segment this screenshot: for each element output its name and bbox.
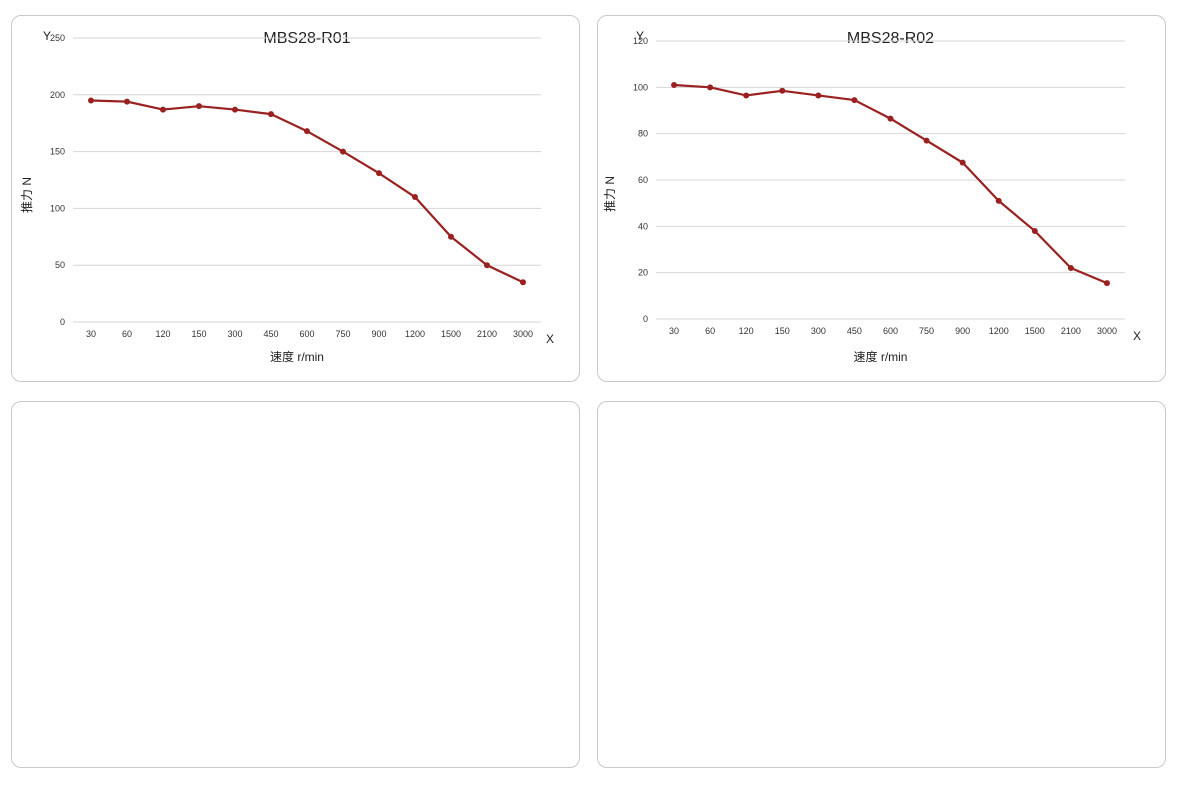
x-tick-label: 1500 — [1025, 326, 1045, 336]
data-point — [1031, 227, 1038, 234]
y-axis-letter: Y — [636, 29, 644, 43]
y-tick-label: 60 — [638, 175, 648, 185]
chart-panel-r01: MBS28-R01 0 50 100 150 200 250 30 60 120 150 300 450… — [11, 15, 580, 382]
data-point — [815, 92, 822, 99]
data-point — [923, 137, 930, 144]
data-point — [124, 98, 130, 105]
x-tick-label: 750 — [919, 326, 934, 336]
x-tick-label: 60 — [122, 329, 132, 339]
chart-panel-r04: MBS28-R040510152025303540306012015030045… — [11, 401, 580, 768]
x-tick-label: 900 — [371, 329, 386, 339]
data-point — [448, 233, 454, 240]
x-tick-label: 150 — [191, 329, 206, 339]
data-point — [671, 82, 678, 89]
y-axis-title: 推力 N — [20, 177, 34, 213]
x-tick-label: 300 — [227, 329, 242, 339]
x-axis-letter: X — [1133, 329, 1141, 343]
data-point — [959, 159, 966, 166]
chart-title: MBS28-R02 — [847, 30, 934, 47]
data-point — [376, 170, 382, 177]
chart-svg: MBS28-R040510152025303540306012015030045… — [12, 402, 580, 768]
y-tick-label: 200 — [50, 90, 65, 100]
data-point — [304, 128, 310, 135]
data-point — [88, 97, 94, 104]
data-point — [520, 279, 526, 286]
data-point — [268, 111, 274, 118]
data-point — [1103, 280, 1110, 287]
y-tick-label: 150 — [50, 147, 65, 157]
y-tick-label: 40 — [638, 221, 648, 231]
y-tick-label: 250 — [50, 33, 65, 43]
x-tick-label: 3000 — [513, 329, 533, 339]
y-axis-title: 推力 N — [603, 176, 617, 212]
data-point — [887, 115, 894, 122]
y-tick-label: 0 — [60, 317, 65, 327]
data-point — [412, 194, 418, 201]
data-point — [484, 262, 490, 269]
x-tick-label: 2100 — [1061, 326, 1081, 336]
x-tick-label: 1200 — [989, 326, 1009, 336]
data-point — [340, 148, 346, 155]
y-tick-label: 100 — [50, 203, 65, 213]
x-tick-label: 600 — [299, 329, 314, 339]
chart-svg: MBS28-R02 0 20 40 60 80 100 120 30 60 120 150 300 450… — [603, 29, 1141, 364]
x-tick-label: 150 — [775, 326, 790, 336]
x-tick-label: 2100 — [477, 329, 497, 339]
x-tick-label: 750 — [335, 329, 350, 339]
x-axis-title: 速度 r/min — [270, 349, 324, 364]
x-tick-label: 1500 — [441, 329, 461, 339]
x-tick-label: 600 — [883, 326, 898, 336]
x-tick-label: 300 — [811, 326, 826, 336]
x-tick-label: 120 — [739, 326, 754, 336]
x-tick-label: 900 — [955, 326, 970, 336]
x-tick-label: 3000 — [1097, 326, 1117, 336]
x-tick-label: 1200 — [405, 329, 425, 339]
data-point — [160, 106, 166, 113]
x-tick-label: 450 — [847, 326, 862, 336]
x-tick-label: 120 — [155, 329, 170, 339]
y-tick-label: 120 — [633, 36, 648, 46]
chart-panel-r10: MBS28-R100510152025303540306012015030045… — [597, 401, 1166, 768]
data-point — [995, 197, 1002, 204]
data-point — [743, 92, 750, 99]
data-point — [707, 84, 714, 91]
data-point — [1067, 265, 1074, 272]
y-tick-label: 80 — [638, 129, 648, 139]
data-point — [232, 106, 238, 113]
data-point — [851, 97, 858, 104]
series-line — [90, 99, 524, 284]
y-tick-label: 100 — [633, 82, 648, 92]
y-tick-label: 20 — [638, 268, 648, 278]
y-axis-letter: Y — [43, 29, 51, 43]
chart-svg: MBS28-R100510152025303540306012015030045… — [598, 402, 1166, 768]
x-tick-label: 60 — [705, 326, 715, 336]
series-line — [673, 83, 1108, 285]
data-point — [196, 103, 202, 110]
x-tick-label: 30 — [86, 329, 96, 339]
x-tick-label: 30 — [669, 326, 679, 336]
x-axis-letter: X — [546, 332, 554, 346]
chart-panel-r02: MBS28-R02 0 20 40 60 80 100 120 30 60 120 150 300 450… — [597, 15, 1166, 382]
y-tick-label: 0 — [643, 314, 648, 324]
y-tick-label: 50 — [55, 260, 65, 270]
data-point — [779, 87, 786, 94]
x-tick-label: 450 — [263, 329, 278, 339]
x-axis-title: 速度 r/min — [853, 349, 907, 364]
